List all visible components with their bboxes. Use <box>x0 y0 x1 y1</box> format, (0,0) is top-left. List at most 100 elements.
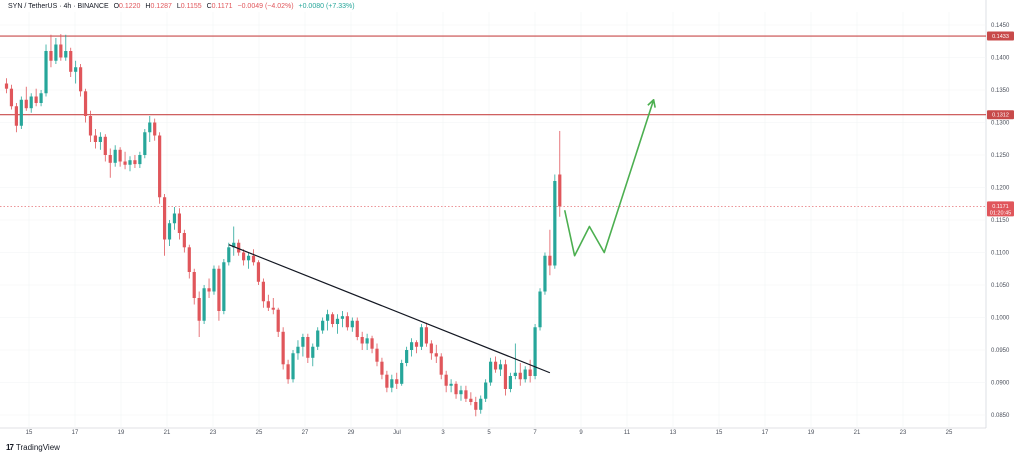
candle <box>83 88 88 123</box>
candle-body <box>64 51 68 58</box>
candle-body <box>93 135 98 142</box>
candle-body <box>59 44 63 58</box>
resistance-price-label: 0.1312 <box>992 113 1009 119</box>
candle-body <box>439 356 443 375</box>
candle <box>242 249 246 266</box>
candle-body <box>360 337 364 344</box>
candle-body <box>212 268 216 292</box>
y-tick-label: 0.1000 <box>991 316 1010 322</box>
candle-body <box>207 288 211 292</box>
y-tick-label: 0.1050 <box>991 283 1010 289</box>
candle-body <box>9 88 14 107</box>
candle <box>256 260 261 285</box>
candle-body <box>251 255 256 263</box>
candle-body <box>395 379 399 384</box>
candle <box>167 220 172 246</box>
candle-body <box>484 382 488 399</box>
candle <box>543 252 547 295</box>
candle <box>365 333 369 350</box>
candle-body <box>217 268 221 311</box>
candle-body <box>202 288 206 321</box>
close-key: C <box>206 3 212 10</box>
candle-body <box>543 255 547 292</box>
candle <box>187 244 191 279</box>
candle <box>370 335 374 354</box>
candle-body <box>128 160 132 165</box>
tradingview-brand[interactable]: 17 TradingView <box>6 443 60 452</box>
candle <box>316 327 320 350</box>
candle-body <box>291 353 295 380</box>
candle <box>469 392 473 406</box>
x-tick-label: 7 <box>533 430 537 436</box>
y-tick-label: 0.0850 <box>991 413 1010 419</box>
candle <box>538 288 542 331</box>
candle-body <box>158 135 162 198</box>
candle-body <box>449 383 453 386</box>
candle <box>444 370 448 393</box>
candle-body <box>108 155 112 163</box>
last-price-label: 0.1171 <box>992 204 1008 210</box>
candle <box>202 285 206 324</box>
candle <box>429 340 433 360</box>
candle-body <box>69 51 73 72</box>
candle-body <box>340 316 345 319</box>
high-value: 0.1287 <box>150 3 172 10</box>
candle-body <box>54 44 58 61</box>
candle <box>409 338 414 357</box>
candle-body <box>113 149 117 163</box>
symbol-label[interactable]: SYN / TetherUS · 4h · BINANCE <box>8 3 109 10</box>
candle <box>261 278 265 308</box>
open-key: O <box>113 3 120 10</box>
candle-body <box>261 281 265 302</box>
candle-body <box>49 51 53 61</box>
candle-body <box>503 364 508 389</box>
resistance-levels <box>0 35 986 207</box>
candle <box>266 294 270 311</box>
candle <box>64 34 68 61</box>
candle-body <box>489 361 493 383</box>
candle <box>498 359 503 376</box>
candle <box>350 317 354 332</box>
candle <box>360 331 364 350</box>
candle <box>133 155 137 168</box>
candle <box>301 333 305 357</box>
candle <box>385 370 389 393</box>
grid <box>0 0 987 429</box>
candle-body <box>558 174 562 207</box>
candle <box>479 395 483 414</box>
candle-body <box>222 262 226 311</box>
candle-body <box>424 327 428 344</box>
candle-body <box>118 149 122 162</box>
candle-body <box>365 338 369 344</box>
candle-body <box>167 223 172 240</box>
candle-body <box>464 390 468 399</box>
candle-body <box>246 255 251 261</box>
candle <box>232 226 236 256</box>
x-tick-label: 11 <box>624 430 631 436</box>
candle <box>271 298 275 315</box>
candle-body <box>34 96 38 103</box>
candle <box>44 44 48 97</box>
drawings <box>228 98 656 374</box>
candle-body <box>538 291 542 328</box>
candle-body <box>419 327 424 347</box>
candle-body <box>192 272 196 298</box>
candle <box>380 357 384 380</box>
time-axis: 15 17 19 21 23 25 27 29 Jul 3 5 7 9 11 13 15 17 19 21 23 25 <box>26 430 953 436</box>
candle <box>212 265 216 295</box>
candle <box>523 366 527 383</box>
candle <box>345 312 349 331</box>
candle-body <box>148 122 152 133</box>
candle <box>19 96 23 129</box>
candle-body <box>414 342 419 347</box>
chart-header: SYN / TetherUS · 4h · BINANCE O0.1220 H0… <box>8 3 355 10</box>
candles <box>4 34 562 417</box>
candle-body <box>83 91 88 116</box>
candle-body <box>286 364 290 380</box>
candle-body <box>227 247 231 263</box>
candle <box>518 363 522 386</box>
candle-body <box>498 364 503 370</box>
candle <box>153 118 157 141</box>
candle <box>34 88 38 107</box>
